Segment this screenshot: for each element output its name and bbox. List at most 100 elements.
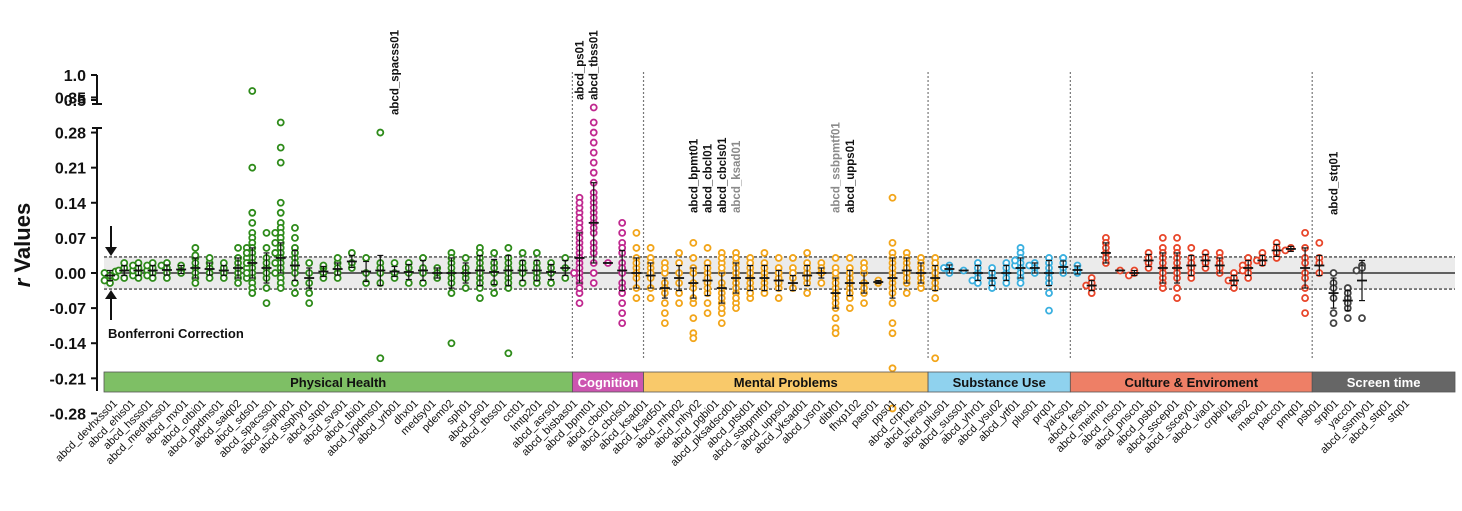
data-point <box>689 314 698 323</box>
x-tick-labels: abcd_devhxss01abcd_ehis01abcd_hsss01abcd… <box>53 398 1412 469</box>
y-tick-label: -0.07 <box>50 301 87 318</box>
instrument-group <box>375 128 386 363</box>
y-tick-label: 1.0 <box>64 68 86 85</box>
instrument-group <box>844 254 855 313</box>
instrument-group <box>389 259 400 282</box>
instrument-group <box>1082 274 1097 297</box>
data-point <box>732 304 740 313</box>
data-point <box>618 228 627 237</box>
data-point <box>660 264 669 272</box>
data-point <box>291 289 299 297</box>
instrument-group <box>631 228 642 302</box>
instrument-group <box>1172 233 1183 302</box>
data-point <box>589 138 598 147</box>
data-point <box>504 244 513 252</box>
data-point <box>129 261 137 270</box>
data-point <box>276 198 285 207</box>
data-point <box>1011 256 1019 265</box>
data-point <box>817 279 826 287</box>
instrument-group <box>702 244 713 318</box>
data-point <box>689 239 698 247</box>
data-point <box>262 299 271 307</box>
instrument-group <box>157 259 172 282</box>
data-point <box>1358 314 1366 323</box>
data-point <box>276 284 285 292</box>
annotation-label: abcd_cbcls01 <box>717 137 729 213</box>
instrument-group <box>716 249 727 328</box>
data-point <box>205 254 214 262</box>
instrument-group <box>1328 269 1339 328</box>
data-point <box>803 289 812 297</box>
data-point <box>271 239 280 247</box>
data-point <box>774 294 783 302</box>
data-point <box>689 334 698 343</box>
data-point <box>570 269 578 277</box>
data-point <box>703 309 712 318</box>
data-point <box>589 279 598 287</box>
data-point <box>248 208 257 217</box>
instrument-group <box>361 254 372 287</box>
data-point <box>461 284 470 292</box>
instrument-group <box>602 259 613 267</box>
instrument-group <box>346 249 357 272</box>
data-point <box>888 329 897 338</box>
data-point <box>504 349 513 358</box>
data-point <box>376 354 385 363</box>
data-point <box>362 254 370 262</box>
data-point <box>703 299 712 307</box>
category-label: Physical Health <box>290 375 386 390</box>
data-point <box>276 118 285 127</box>
data-point <box>589 148 598 157</box>
instrument-group <box>787 254 798 292</box>
category-label: Substance Use <box>953 375 1046 390</box>
data-point <box>1352 266 1361 275</box>
data-point <box>575 198 584 207</box>
data-point <box>589 128 598 137</box>
annotation-label: abcd_ssbpmtf01 <box>831 122 843 213</box>
annotation-label: abcd_ksad01 <box>731 140 743 213</box>
instrument-group <box>403 259 414 287</box>
data-point <box>760 249 769 257</box>
y-axis-label: r Values <box>10 203 35 287</box>
data-point <box>732 294 740 302</box>
instrument-group <box>645 244 656 302</box>
data-point <box>1025 261 1034 270</box>
data-point <box>404 279 413 287</box>
instrument-group <box>1342 284 1353 323</box>
instrument-group <box>233 244 244 287</box>
data-point <box>845 254 854 262</box>
annotation-label: abcd_tbss01 <box>589 30 601 100</box>
data-point <box>1238 266 1247 275</box>
category-label: Mental Problems <box>734 375 838 390</box>
data-point <box>940 264 948 272</box>
instrument-group <box>816 259 827 287</box>
data-point <box>575 213 584 222</box>
data-point <box>1173 233 1181 242</box>
data-point <box>248 163 257 172</box>
instrument-group <box>560 254 571 282</box>
data-point <box>390 259 399 267</box>
data-point <box>305 259 314 267</box>
instrument-group <box>940 261 955 277</box>
instrument-group <box>674 249 685 307</box>
annotation-label: abcd_bpmt01 <box>688 138 700 213</box>
data-point <box>447 339 456 348</box>
instrument-group <box>489 249 500 297</box>
data-point <box>618 299 627 307</box>
instrument-group <box>460 254 471 292</box>
data-point <box>675 249 683 257</box>
instrument-group <box>1224 269 1239 292</box>
instrument-group <box>987 264 998 292</box>
data-points <box>100 87 1367 413</box>
instrument-group <box>418 254 428 287</box>
data-point <box>717 254 726 262</box>
data-point <box>660 309 669 318</box>
data-point <box>589 168 598 177</box>
instrument-group <box>1238 254 1254 282</box>
data-point <box>191 279 200 287</box>
data-point <box>271 228 280 237</box>
data-point <box>1343 314 1352 323</box>
y-axis-label-rest: Values <box>10 203 35 279</box>
data-point <box>1173 284 1181 292</box>
data-point <box>646 244 655 252</box>
